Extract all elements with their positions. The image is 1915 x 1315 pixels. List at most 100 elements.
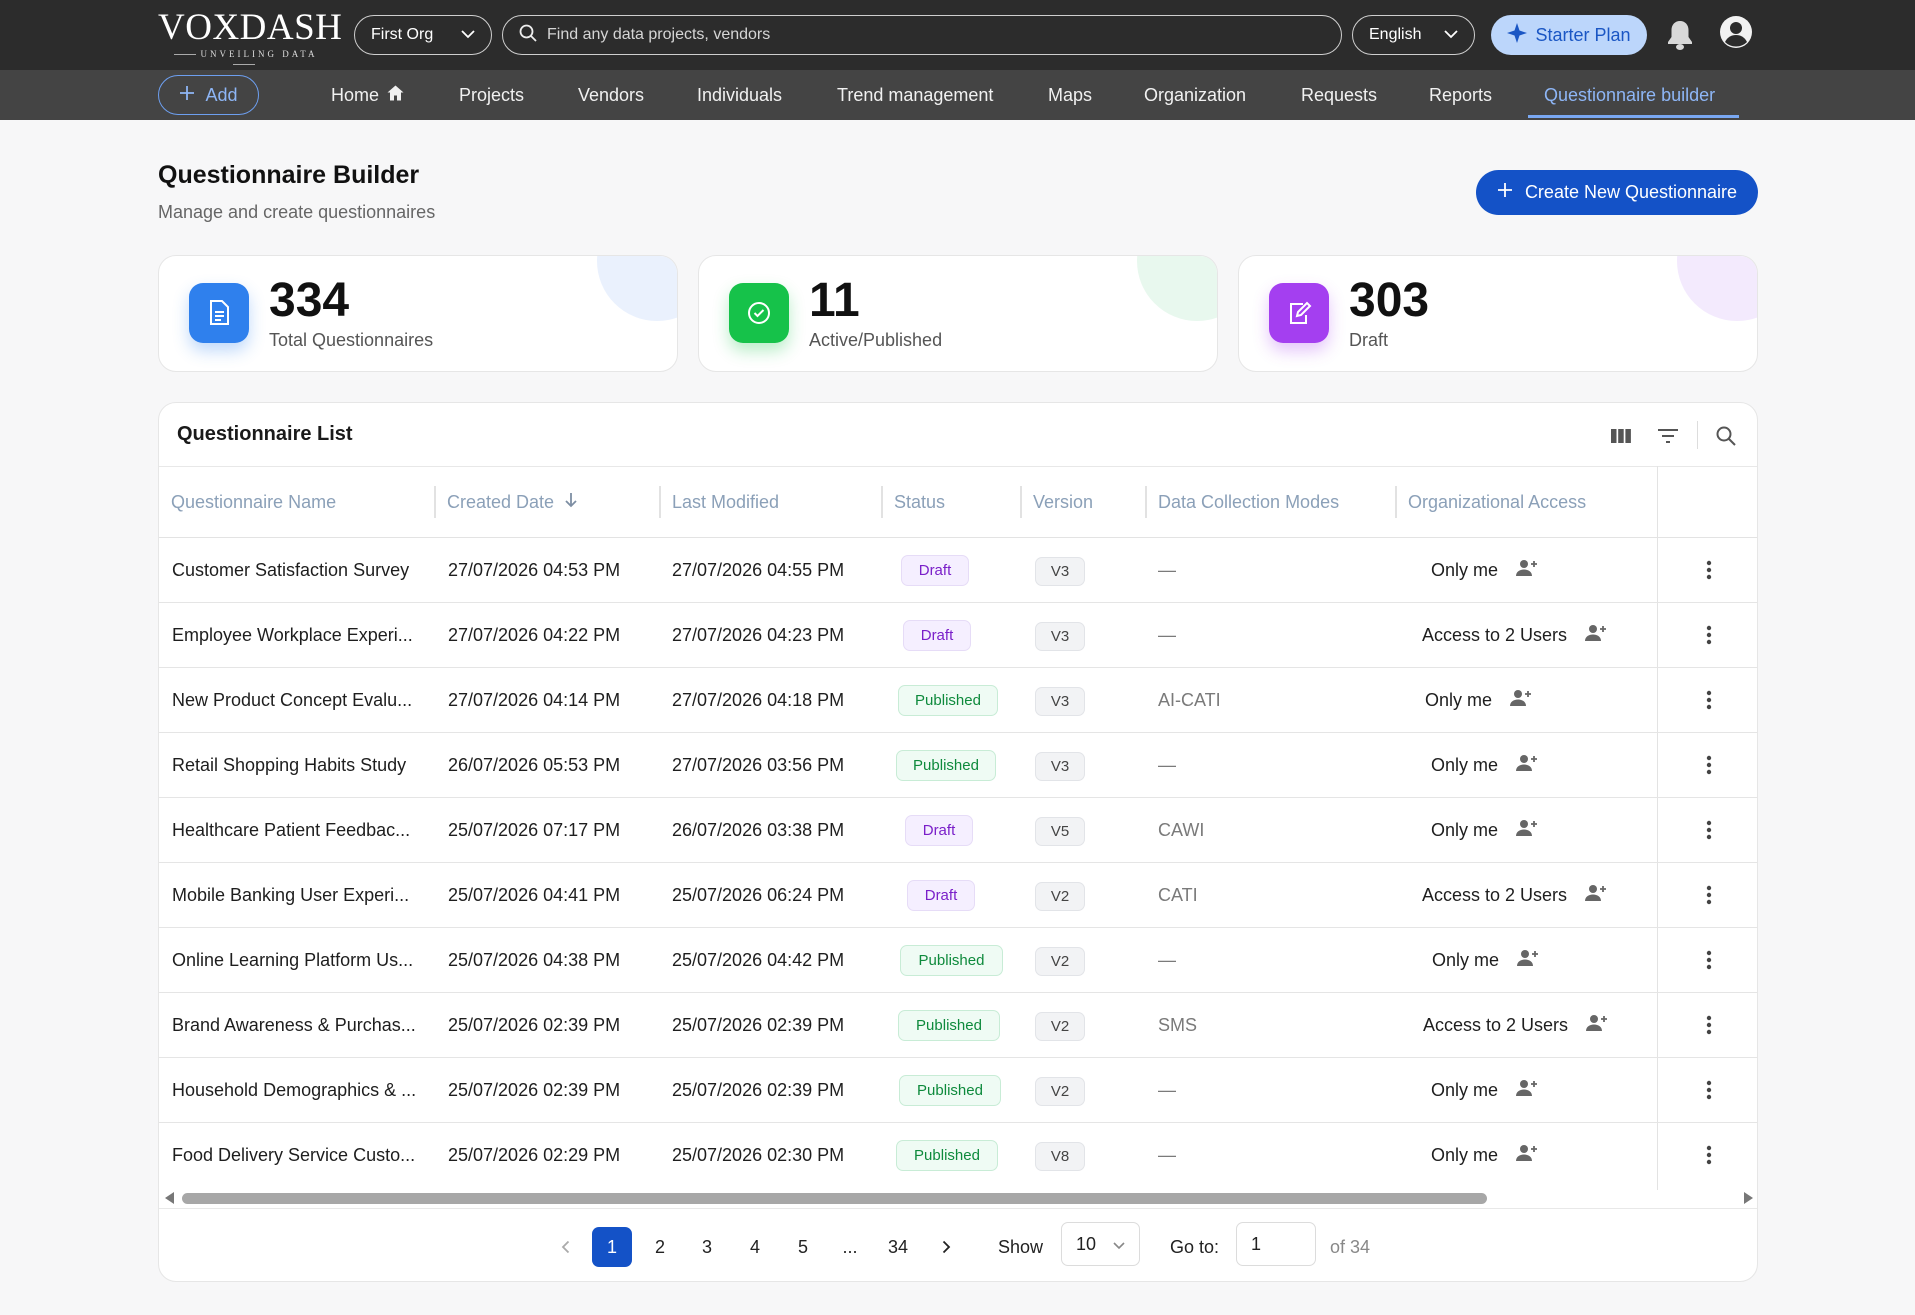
search-input[interactable] (547, 26, 1325, 44)
column-header-access[interactable]: Organizational Access (1408, 467, 1586, 538)
nav-item-individuals[interactable]: Individuals (697, 70, 782, 120)
add-user-icon[interactable] (1516, 559, 1538, 582)
next-page-icon[interactable] (926, 1227, 966, 1267)
column-resizer[interactable] (659, 486, 661, 518)
language-select[interactable]: English (1352, 15, 1475, 55)
scrollbar-thumb[interactable] (182, 1193, 1487, 1204)
access-cell[interactable]: Only me (1431, 1123, 1538, 1187)
column-header-modes[interactable]: Data Collection Modes (1158, 467, 1339, 538)
starter-plan-button[interactable]: Starter Plan (1491, 15, 1647, 55)
prev-page-icon[interactable] (545, 1227, 585, 1267)
access-cell[interactable]: Access to 2 Users (1422, 863, 1607, 927)
access-cell[interactable]: Only me (1431, 538, 1538, 602)
table-row[interactable]: Household Demographics & ... 25/07/2026 … (159, 1058, 1757, 1123)
filter-icon[interactable] (1655, 423, 1681, 449)
horizontal-scrollbar[interactable] (159, 1188, 1757, 1208)
column-header-modified[interactable]: Last Modified (672, 467, 779, 538)
add-user-icon[interactable] (1585, 624, 1607, 647)
nav-item-home[interactable]: Home (331, 70, 404, 120)
row-menu-icon[interactable] (1697, 1011, 1721, 1039)
access-cell[interactable]: Only me (1431, 1058, 1538, 1122)
add-user-icon[interactable] (1516, 1144, 1538, 1167)
table-row[interactable]: Customer Satisfaction Survey 27/07/2026 … (159, 538, 1757, 603)
row-menu-icon[interactable] (1697, 1076, 1721, 1104)
org-select[interactable]: First Org (354, 15, 492, 55)
add-user-icon[interactable] (1510, 689, 1532, 712)
table-row[interactable]: New Product Concept Evalu... 27/07/2026 … (159, 668, 1757, 733)
access-cell[interactable]: Only me (1432, 928, 1539, 992)
add-user-icon[interactable] (1516, 1079, 1538, 1102)
row-menu-icon[interactable] (1697, 1141, 1721, 1169)
column-resizer[interactable] (1020, 486, 1022, 518)
page-button[interactable]: 34 (887, 1236, 909, 1257)
page-size-select[interactable]: 10 (1061, 1222, 1140, 1266)
columns-icon[interactable] (1608, 423, 1634, 449)
table-row[interactable]: Healthcare Patient Feedbac... 25/07/2026… (159, 798, 1757, 863)
table-row[interactable]: Online Learning Platform Us... 25/07/202… (159, 928, 1757, 993)
add-user-icon[interactable] (1516, 819, 1538, 842)
column-header-status[interactable]: Status (894, 467, 945, 538)
row-menu-icon[interactable] (1697, 686, 1721, 714)
column-header-name[interactable]: Questionnaire Name (171, 467, 336, 538)
page-button[interactable]: 4 (749, 1236, 760, 1257)
scroll-right-arrow[interactable] (1744, 1192, 1753, 1204)
table-row[interactable]: Retail Shopping Habits Study 26/07/2026 … (159, 733, 1757, 798)
cell-name[interactable]: Retail Shopping Habits Study (172, 754, 407, 775)
nav-item-vendors[interactable]: Vendors (578, 70, 644, 120)
nav-item-questionnaire-builder[interactable]: Questionnaire builder (1544, 70, 1715, 120)
add-user-icon[interactable] (1585, 884, 1607, 907)
cell-name[interactable]: New Product Concept Evalu... (172, 689, 413, 710)
nav-item-requests[interactable]: Requests (1301, 70, 1377, 120)
column-resizer[interactable] (1145, 486, 1147, 518)
column-resizer[interactable] (434, 486, 436, 518)
create-questionnaire-button[interactable]: Create New Questionnaire (1476, 170, 1758, 215)
row-menu-icon[interactable] (1697, 881, 1721, 909)
column-resizer[interactable] (881, 486, 883, 518)
add-user-icon[interactable] (1516, 754, 1538, 777)
table-row[interactable]: Brand Awareness & Purchas... 25/07/2026 … (159, 993, 1757, 1058)
column-header-version[interactable]: Version (1033, 467, 1093, 538)
cell-name[interactable]: Online Learning Platform Us... (172, 949, 414, 970)
goto-page-input[interactable]: 1 (1236, 1222, 1316, 1266)
access-cell[interactable]: Access to 2 Users (1422, 603, 1607, 667)
search-icon[interactable] (1713, 423, 1739, 449)
row-menu-icon[interactable] (1697, 816, 1721, 844)
cell-name[interactable]: Employee Workplace Experi... (172, 624, 413, 645)
nav-item-projects[interactable]: Projects (459, 70, 524, 120)
nav-item-organization[interactable]: Organization (1144, 70, 1246, 120)
add-user-icon[interactable] (1586, 1014, 1608, 1037)
cell-name[interactable]: Mobile Banking User Experi... (172, 884, 410, 905)
row-menu-icon[interactable] (1697, 621, 1721, 649)
nav-item-reports[interactable]: Reports (1429, 70, 1492, 120)
page-button[interactable]: 3 (701, 1236, 712, 1257)
column-header-created[interactable]: Created Date (447, 467, 578, 538)
cell-name[interactable]: Brand Awareness & Purchas... (172, 1014, 416, 1035)
table-row[interactable]: Employee Workplace Experi... 27/07/2026 … (159, 603, 1757, 668)
access-cell[interactable]: Only me (1431, 798, 1538, 862)
scroll-left-arrow[interactable] (165, 1192, 174, 1204)
add-button[interactable]: Add (158, 75, 259, 115)
access-cell[interactable]: Only me (1425, 668, 1532, 732)
nav-item-trend-management[interactable]: Trend management (837, 70, 993, 120)
nav-item-maps[interactable]: Maps (1048, 70, 1092, 120)
cell-name[interactable]: Healthcare Patient Feedbac... (172, 819, 411, 840)
bell-icon[interactable] (1666, 19, 1694, 51)
row-menu-icon[interactable] (1697, 556, 1721, 584)
cell-name[interactable]: Household Demographics & ... (172, 1079, 417, 1100)
column-resizer[interactable] (1395, 486, 1397, 518)
page-button[interactable]: 1 (592, 1227, 632, 1267)
row-menu-icon[interactable] (1697, 946, 1721, 974)
access-cell[interactable]: Access to 2 Users (1423, 993, 1608, 1057)
table-row[interactable]: Mobile Banking User Experi... 25/07/2026… (159, 863, 1757, 928)
table-row[interactable]: Food Delivery Service Custo... 25/07/202… (159, 1123, 1757, 1188)
user-avatar-icon[interactable] (1719, 15, 1753, 49)
global-search[interactable] (502, 15, 1342, 55)
row-menu-icon[interactable] (1697, 751, 1721, 779)
page-button[interactable]: 2 (654, 1236, 665, 1257)
cell-name[interactable]: Customer Satisfaction Survey (172, 559, 410, 580)
access-cell[interactable]: Only me (1431, 733, 1538, 797)
page-button[interactable]: 5 (797, 1236, 808, 1257)
voxdash-logo[interactable]: VOXDASH UNVEILING DATA (158, 8, 342, 60)
add-user-icon[interactable] (1517, 949, 1539, 972)
cell-name[interactable]: Food Delivery Service Custo... (172, 1144, 416, 1165)
